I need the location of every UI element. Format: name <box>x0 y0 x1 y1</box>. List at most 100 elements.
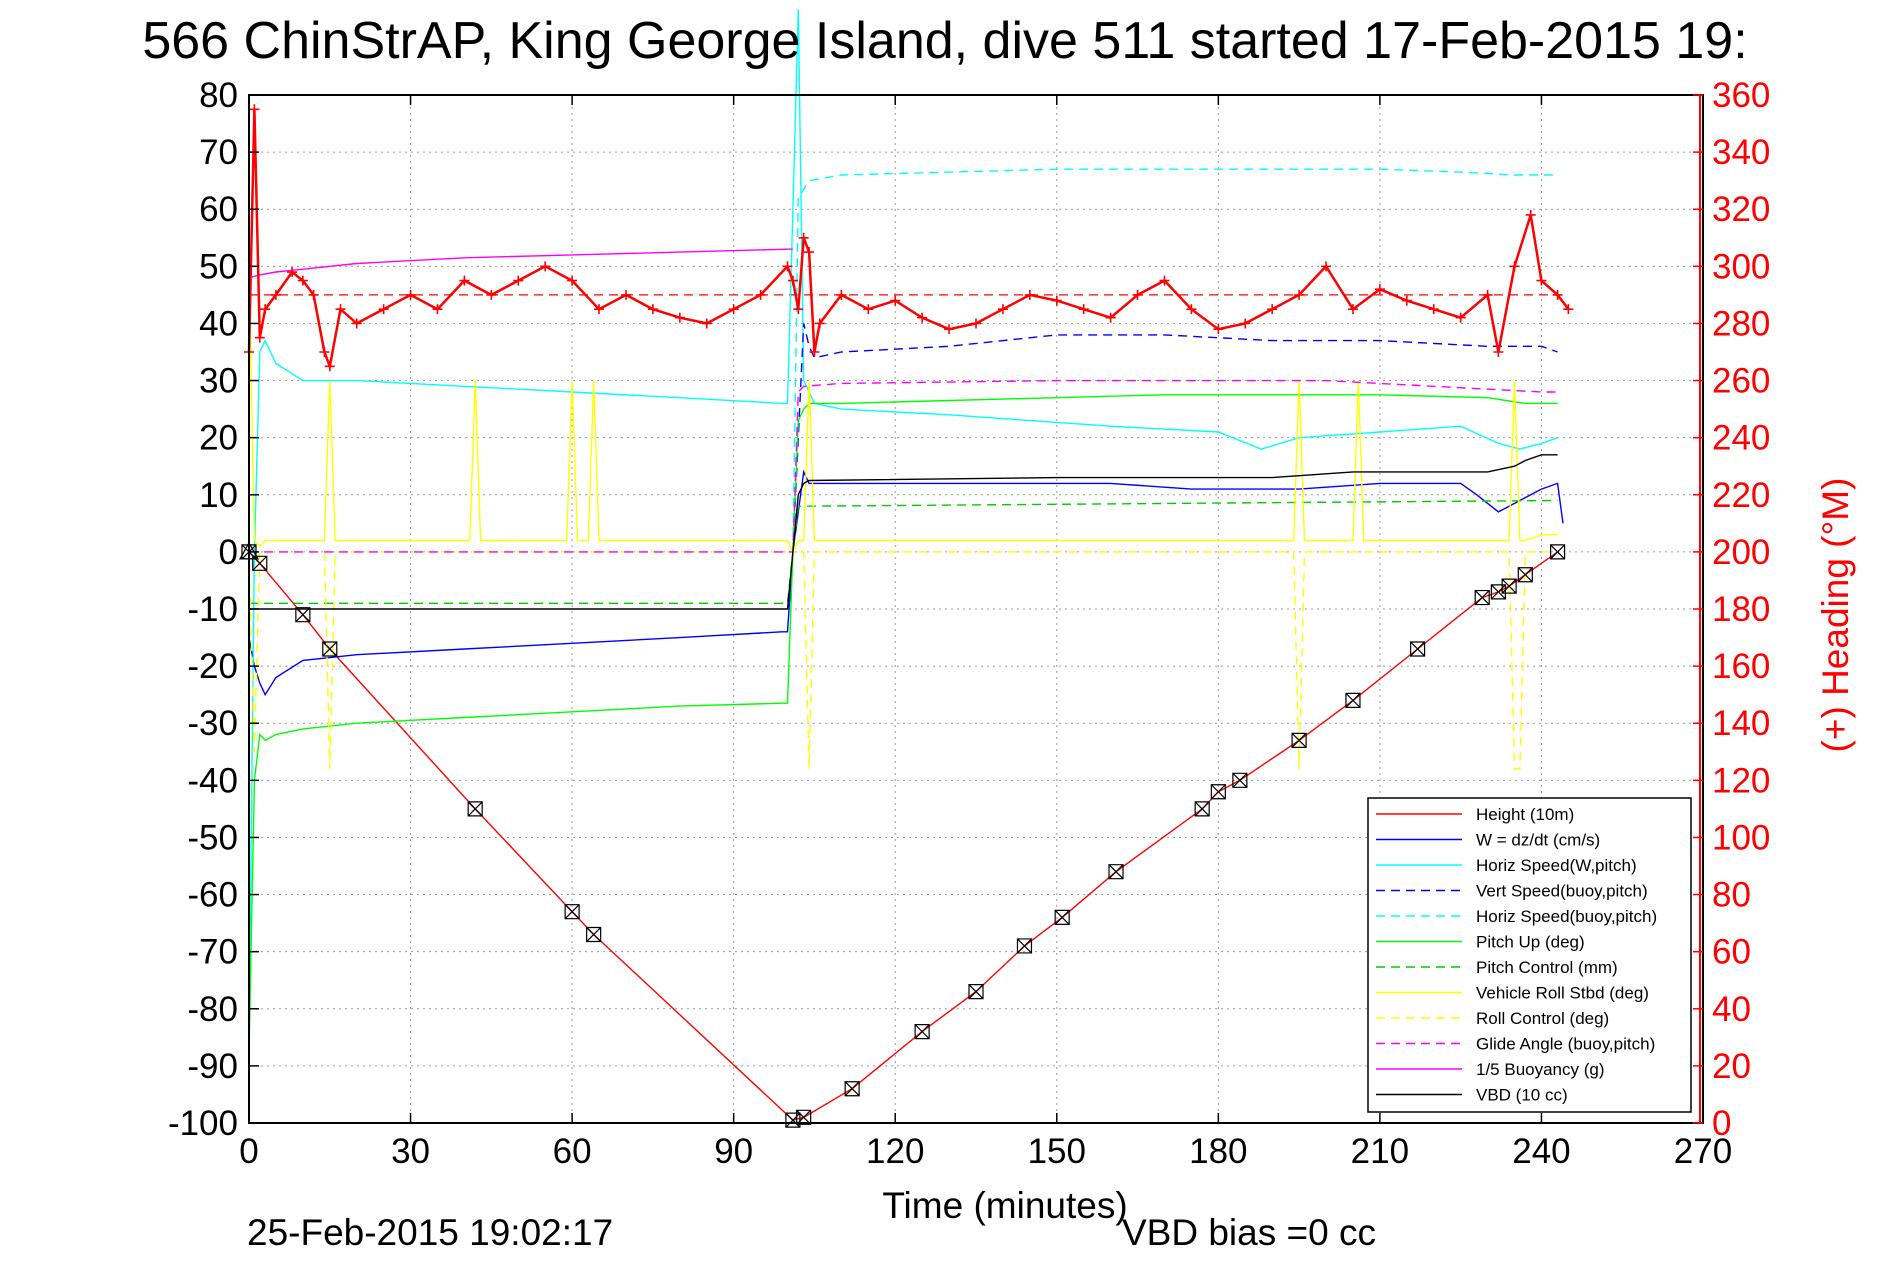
heading-point <box>787 275 798 286</box>
footer-timestamp: 25-Feb-2015 19:02:17 <box>247 1212 613 1253</box>
marker-layer <box>238 541 1566 1128</box>
heading-point <box>836 289 847 300</box>
heading-point <box>793 304 804 315</box>
y-tick-label: 20 <box>199 419 238 458</box>
heading-point <box>1267 304 1278 315</box>
series-line-height-10m <box>248 551 1559 1121</box>
heading-point <box>486 289 497 300</box>
heading-point <box>1401 295 1412 306</box>
right-axis-label: (+) Heading (°M) <box>1815 478 1856 753</box>
heading-point <box>728 304 739 315</box>
right-tick-label: 360 <box>1712 76 1770 115</box>
heading-point <box>1024 289 1035 300</box>
heading-point <box>1159 275 1170 286</box>
height-marker <box>1474 589 1490 606</box>
legend: Height (10m) W = dz/dt (cm/s) Horiz Speed(… <box>1367 797 1692 1113</box>
heading-point <box>971 318 981 329</box>
heading-point <box>782 261 793 272</box>
heading-point <box>324 361 335 372</box>
legend-label: VBD (10 cc) <box>1476 1086 1568 1105</box>
y-tick-label: -50 <box>187 818 238 857</box>
height-marker <box>1054 909 1070 925</box>
right-tick-label: 80 <box>1712 876 1751 915</box>
heading-trace <box>247 109 1570 371</box>
height-marker <box>1210 784 1226 800</box>
height-marker <box>322 641 338 657</box>
right-tick-label: 0 <box>1712 1104 1731 1143</box>
heading-point <box>1186 304 1197 315</box>
heading-point <box>1493 347 1504 357</box>
y-tick-label: 60 <box>199 190 238 229</box>
heading-point <box>405 289 416 300</box>
heading-layer <box>244 104 1574 372</box>
right-tick-label: 320 <box>1712 190 1770 229</box>
legend-label: Pitch Control (mm) <box>1476 958 1618 977</box>
series-line-roll-control-deg <box>248 551 1558 770</box>
heading-point <box>513 275 524 286</box>
heading-point <box>1525 209 1536 220</box>
series-line-w-dz-dt-cm-s <box>248 469 1564 697</box>
series-line-horiz-speed-w-pitch <box>248 9 1558 1038</box>
heading-point <box>674 312 685 323</box>
y-tick-label: -20 <box>187 647 238 686</box>
height-marker <box>1409 641 1426 657</box>
heading-point <box>809 347 820 357</box>
series-line-pitch-up-deg <box>248 394 1558 1055</box>
x-tick-label: 120 <box>866 1132 924 1171</box>
y-tick-label: 80 <box>199 76 238 115</box>
heading-point <box>1509 261 1520 272</box>
heading-point <box>1240 318 1251 329</box>
y-tick-label: 70 <box>199 133 238 172</box>
heading-point <box>1347 304 1358 315</box>
heading-point <box>270 289 281 300</box>
heading-point <box>1536 275 1547 286</box>
x-axis-label: Time (minutes) <box>882 1185 1127 1226</box>
height-marker <box>844 1081 860 1097</box>
height-marker <box>1232 772 1248 788</box>
height-marker <box>785 1112 801 1128</box>
heading-point <box>1078 304 1089 315</box>
legend-label: Pitch Up (deg) <box>1476 933 1585 952</box>
heading-point <box>701 318 712 329</box>
heading-point <box>1428 304 1439 315</box>
series-line-glide-angle-buoy-pitch <box>249 379 1558 553</box>
y-tick-label: -90 <box>187 1047 238 1086</box>
heading-point <box>260 304 271 315</box>
vbd-bias-label: VBD bias =0 cc <box>1122 1212 1376 1253</box>
x-tick-label: 210 <box>1351 1132 1409 1171</box>
heading-point <box>620 289 631 300</box>
y-tick-label: 10 <box>199 476 238 515</box>
height-marker <box>1517 567 1533 583</box>
height-marker <box>1501 578 1517 594</box>
right-tick-label: 160 <box>1712 647 1770 686</box>
heading-point <box>804 247 815 258</box>
heading-point <box>1563 304 1574 315</box>
series-layer <box>248 9 1564 1121</box>
right-tick-label: 300 <box>1712 247 1770 286</box>
heading-point <box>1132 289 1143 300</box>
heading-point <box>1051 295 1062 306</box>
heading-point <box>1374 284 1385 295</box>
heading-point <box>814 318 825 329</box>
legend-label: Roll Control (deg) <box>1476 1009 1609 1028</box>
right-tick-label: 180 <box>1712 590 1770 629</box>
height-marker <box>1550 544 1566 560</box>
heading-point <box>335 304 346 315</box>
y-tick-label: -100 <box>168 1104 238 1143</box>
right-tick-label: 340 <box>1712 133 1770 172</box>
height-marker <box>586 926 602 943</box>
heading-point <box>432 304 443 315</box>
height-marker <box>1490 584 1506 600</box>
x-tick-label: 180 <box>1189 1132 1247 1171</box>
x-tick-label: 270 <box>1674 1132 1732 1171</box>
heading-point <box>1552 289 1563 300</box>
legend-label: Horiz Speed(W,pitch) <box>1476 856 1637 875</box>
heading-point <box>1294 289 1305 300</box>
series-line-horiz-speed-buoy-pitch <box>792 168 1558 552</box>
right-tick-label: 120 <box>1712 761 1770 800</box>
heading-point <box>459 275 470 286</box>
heading-point <box>890 295 901 306</box>
heading-point <box>540 261 551 272</box>
legend-label: Vehicle Roll Stbd (deg) <box>1476 984 1649 1003</box>
height-marker <box>1194 801 1210 817</box>
